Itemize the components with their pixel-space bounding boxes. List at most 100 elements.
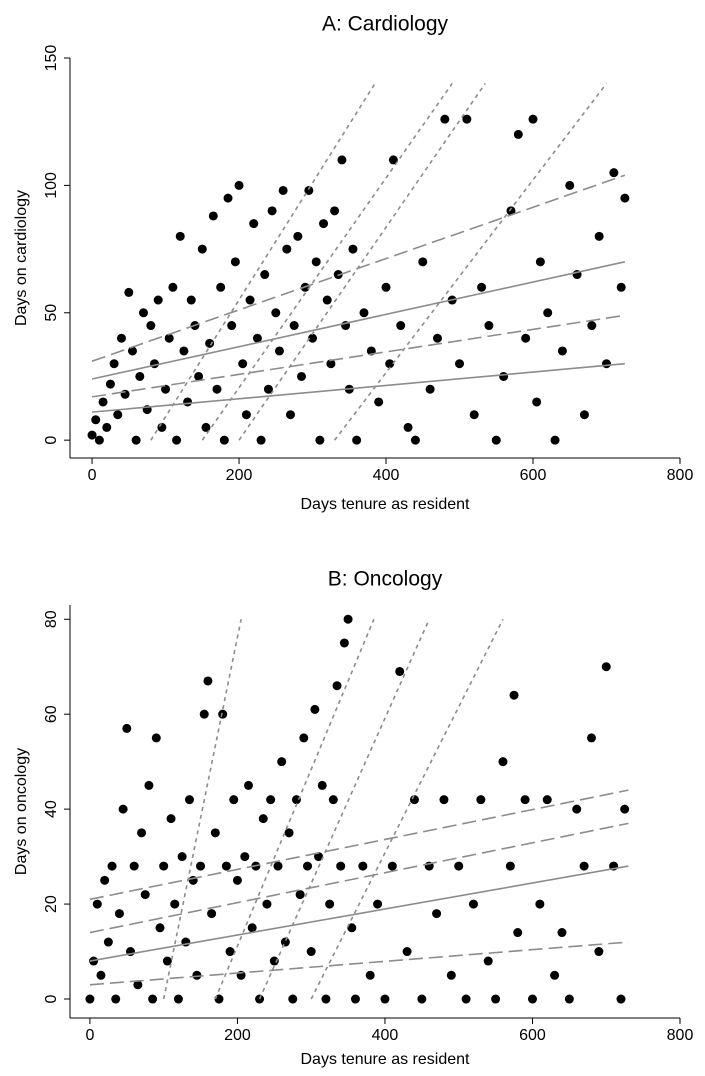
point: [175, 231, 185, 241]
point: [241, 410, 251, 420]
point: [509, 690, 519, 700]
point: [87, 430, 97, 440]
point: [153, 295, 163, 305]
point: [388, 155, 398, 165]
fit-line: [91, 261, 626, 380]
point: [505, 861, 515, 871]
point: [179, 346, 189, 356]
fit-line: [310, 618, 504, 1000]
point: [103, 937, 113, 947]
fit-line: [150, 83, 376, 441]
point: [535, 899, 545, 909]
point: [565, 180, 575, 190]
point: [266, 795, 276, 805]
point: [177, 852, 187, 862]
point: [282, 244, 292, 254]
point: [476, 795, 486, 805]
point: [148, 994, 158, 1004]
x-tick-label: 400: [373, 467, 400, 484]
point: [137, 828, 147, 838]
point: [277, 757, 287, 767]
point: [91, 415, 101, 425]
point: [454, 861, 464, 871]
point: [197, 244, 207, 254]
point: [210, 828, 220, 838]
point: [564, 994, 574, 1004]
point: [161, 384, 171, 394]
point: [172, 435, 182, 445]
point: [238, 359, 248, 369]
point: [269, 956, 279, 966]
point: [133, 980, 143, 990]
point: [116, 333, 126, 343]
point: [186, 295, 196, 305]
point: [85, 994, 95, 1004]
point: [311, 257, 321, 267]
point: [439, 795, 449, 805]
point: [98, 397, 108, 407]
point: [135, 371, 145, 381]
point: [299, 733, 309, 743]
point: [446, 970, 456, 980]
point: [94, 435, 104, 445]
point: [267, 206, 277, 216]
x-tick-label: 800: [667, 1027, 694, 1044]
point: [528, 114, 538, 124]
point: [491, 435, 501, 445]
point: [317, 780, 327, 790]
point: [483, 956, 493, 966]
point: [484, 321, 494, 331]
point: [219, 435, 229, 445]
point: [194, 371, 204, 381]
point: [440, 114, 450, 124]
point: [380, 994, 390, 1004]
fit-line: [91, 314, 626, 398]
point: [310, 704, 320, 714]
point: [150, 359, 160, 369]
point: [151, 733, 161, 743]
point: [92, 899, 102, 909]
point: [616, 282, 626, 292]
point: [343, 614, 353, 624]
point: [118, 804, 128, 814]
point: [245, 295, 255, 305]
point: [395, 666, 405, 676]
y-tick-label: 0: [43, 994, 60, 1003]
point: [550, 435, 560, 445]
point: [230, 257, 240, 267]
point: [469, 410, 479, 420]
point: [295, 890, 305, 900]
y-tick-label: 0: [43, 436, 60, 445]
point: [263, 384, 273, 394]
point: [620, 193, 630, 203]
point: [229, 795, 239, 805]
point: [350, 994, 360, 1004]
point: [358, 861, 368, 871]
point: [216, 282, 226, 292]
point: [308, 333, 318, 343]
point: [140, 890, 150, 900]
point: [620, 804, 630, 814]
point: [127, 346, 137, 356]
point: [260, 270, 270, 280]
point: [314, 852, 324, 862]
point: [326, 359, 336, 369]
point: [107, 861, 117, 871]
point: [234, 180, 244, 190]
x-tick-label: 600: [519, 1027, 546, 1044]
point: [359, 308, 369, 318]
fit-line: [91, 362, 625, 413]
y-tick-label: 20: [43, 895, 60, 913]
point: [347, 923, 357, 933]
fit-line: [201, 83, 453, 441]
point: [373, 899, 383, 909]
point: [166, 814, 176, 824]
x-tick-label: 0: [88, 467, 97, 484]
point: [520, 795, 530, 805]
point: [109, 359, 119, 369]
y-tick-label: 50: [43, 304, 60, 322]
point: [227, 321, 237, 331]
fit-line: [162, 619, 242, 1000]
fit-line: [89, 789, 629, 901]
